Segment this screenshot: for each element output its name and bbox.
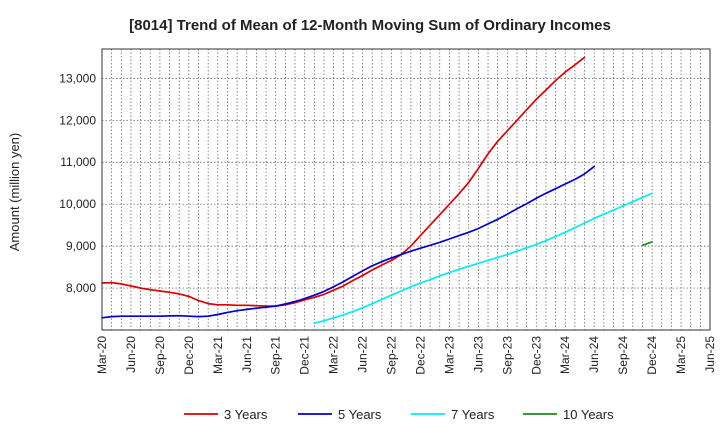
x-tick-label: Jun-22 [356, 336, 370, 373]
y-tick-label: 11,000 [60, 155, 96, 169]
x-tick-label: Sep-20 [153, 336, 167, 375]
y-tick-label: 12,000 [59, 113, 96, 127]
x-tick-label: Dec-24 [645, 336, 659, 375]
legend: 3 Years 5 Years 7 Years 10 Years [184, 407, 614, 422]
legend-label: 10 Years [563, 407, 614, 422]
x-tick-label: Jun-21 [240, 336, 254, 373]
series-line-7-years [313, 192, 653, 325]
y-tick-label: 9,000 [66, 239, 96, 253]
x-tick-label: Jun-20 [124, 336, 138, 373]
x-tick-label: Sep-23 [500, 336, 514, 375]
x-tick-label: Jun-24 [587, 336, 601, 373]
plot-frame [101, 48, 711, 331]
legend-label: 7 Years [451, 407, 495, 422]
y-axis-label: Amount (million yen) [7, 133, 22, 252]
x-tick-label: Dec-22 [413, 336, 427, 375]
x-tick-label: Mar-22 [327, 336, 341, 374]
y-tick-label: 8,000 [66, 281, 96, 295]
x-tick-label: Dec-23 [529, 336, 543, 375]
grid-lines [102, 49, 710, 330]
x-tick-label: Sep-24 [616, 336, 630, 375]
x-tick-label: Dec-20 [182, 336, 196, 375]
x-tick-label: Mar-21 [211, 336, 225, 374]
x-tick-label: Jun-23 [471, 336, 485, 373]
y-tick-label: 10,000 [59, 197, 96, 211]
chart-title: [8014] Trend of Mean of 12-Month Moving … [129, 17, 611, 34]
x-tick-labels: Mar-20 Jun-20 Sep-20 Dec-20 Mar-21 Jun-21 Sep-… [95, 336, 717, 375]
y-tick-label: 13,000 [59, 71, 96, 85]
series-line-10-years [641, 241, 653, 247]
x-tick-label: Dec-21 [298, 336, 312, 375]
series-line-5-years [101, 165, 596, 319]
x-tick-label: Sep-22 [385, 336, 399, 375]
x-tick-label: Mar-24 [558, 336, 572, 374]
x-tick-label: Mar-23 [442, 336, 456, 374]
x-tick-label: Mar-20 [95, 336, 109, 374]
x-tick-label: Sep-21 [269, 336, 283, 375]
series-line-3-years [101, 56, 586, 307]
legend-label: 3 Years [224, 407, 268, 422]
x-tick-label: Jun-25 [703, 336, 717, 373]
series-layer [101, 56, 653, 325]
x-tick-label: Mar-25 [674, 336, 688, 374]
y-tick-labels: 8,000 9,000 10,000 11,000 12,000 13,000 [59, 71, 96, 295]
legend-label: 5 Years [338, 407, 382, 422]
